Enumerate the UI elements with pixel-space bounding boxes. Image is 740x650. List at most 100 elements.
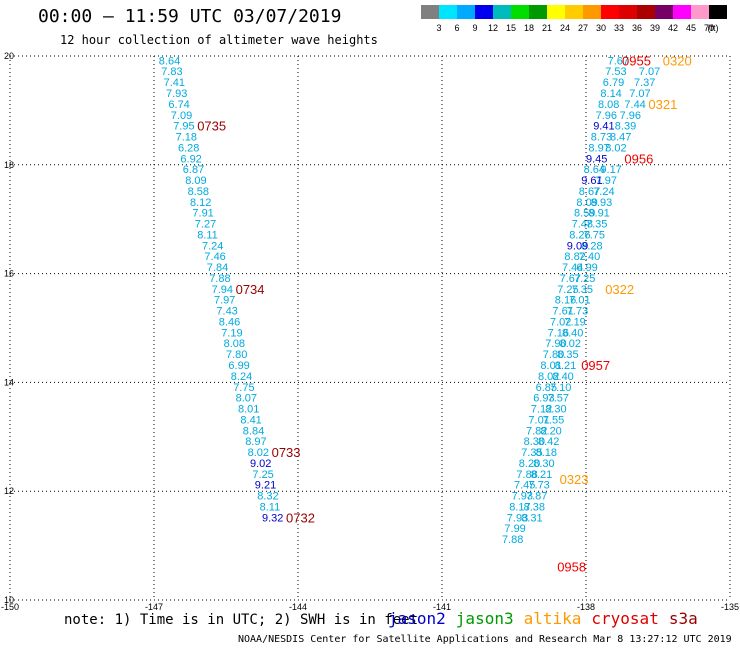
track-west-time-label: 0733 <box>272 445 301 460</box>
track-east-value-label: 8.26 <box>569 229 590 241</box>
satellite-legend-jason3: jason3 <box>455 609 514 628</box>
y-tick-label: 14 <box>4 377 14 387</box>
track-east-value-label: 7.48 <box>572 219 593 231</box>
track-altika-value-label: 7.40 <box>579 251 600 263</box>
track-west-value-label: 8.11 <box>197 229 218 241</box>
scale-tick-label: 33 <box>614 23 624 33</box>
track-east-value-label: 7.88 <box>516 469 537 481</box>
track-east-value-label: 8.82 <box>564 251 585 263</box>
track-east-value-label: 8.16 <box>555 295 576 307</box>
track-west-value-label: 9.32 <box>262 512 283 524</box>
track-east-value-label: 7.35 <box>521 447 542 459</box>
scale-swatch <box>709 5 727 19</box>
scale-swatch <box>655 5 673 19</box>
scale-tick-label: 27 <box>578 23 588 33</box>
x-tick-label: -147 <box>145 602 163 610</box>
track-altika-value-label: 8.30 <box>533 458 554 470</box>
track-altika-value-label: 7.07 <box>639 66 660 78</box>
track-west-value-label: 7.75 <box>233 382 254 394</box>
scale-tick-label: 6 <box>454 23 459 33</box>
x-tick-label: -150 <box>1 602 19 610</box>
track-altika-value-label: 8.21 <box>531 469 552 481</box>
track-east-value-label: 9.45 <box>586 153 607 165</box>
track-altika-value-label: 8.38 <box>524 501 545 513</box>
track-altika-time-label: 0321 <box>648 97 677 112</box>
scale-tick-label: 39 <box>650 23 660 33</box>
track-west-value-label: 8.41 <box>240 414 261 426</box>
scale-tick-label: 45 <box>686 23 696 33</box>
track-west-value-label: 7.43 <box>216 306 237 318</box>
track-altika-value-label: 7.55 <box>543 414 564 426</box>
track-altika-value-label: 7.07 <box>629 88 650 100</box>
track-altika-value-label: 8.39 <box>615 121 636 133</box>
track-west-value-label: 8.24 <box>231 371 252 383</box>
track-west-value-label: 7.88 <box>209 273 230 285</box>
satellite-legend-jason2: jason2 <box>388 609 446 628</box>
track-west-value-label: 6.92 <box>180 153 201 165</box>
scale-swatch <box>475 5 493 19</box>
track-east-value-label: 7.45 <box>514 480 535 492</box>
track-west-value-label: 7.24 <box>202 240 223 252</box>
y-tick-label: 10 <box>4 595 14 605</box>
page-subtitle: 12 hour collection of altimeter wave hei… <box>60 33 378 47</box>
scale-swatch <box>421 5 439 19</box>
track-altika-value-label: 7.37 <box>634 77 655 89</box>
track-altika-value-label: 7.01 <box>569 295 590 307</box>
track-altika-value-label: 8.35 <box>557 349 578 361</box>
track-east-value-label: 7.96 <box>596 110 617 122</box>
track-altika-value-label: 7.25 <box>574 273 595 285</box>
track-east-value-label: 8.73 <box>591 132 612 144</box>
track-east-value-label: 7.90 <box>545 338 566 350</box>
track-west-value-label: 8.64 <box>159 55 180 67</box>
track-east-value-label: 7.67 <box>560 273 581 285</box>
altimeter-chart: -150 -147 -144 -141 -138 -135 10 12 14 16 18 20 8.64… <box>1 51 739 610</box>
track-east-value-label: 7.01 <box>528 414 549 426</box>
track-altika-value-label: 8.31 <box>521 512 542 524</box>
track-west-value-label: 7.41 <box>164 77 185 89</box>
track-west-value-label: 9.02 <box>250 458 271 470</box>
track-altika-value-label: 8.02 <box>605 142 626 154</box>
scale-tick-label: 18 <box>524 23 534 33</box>
track-east-value-label: 7.93 <box>507 512 528 524</box>
track-west-time-label: 0734 <box>236 282 265 297</box>
track-east-value-label: 8.64 <box>584 164 605 176</box>
track-west-value-label: 7.95 <box>173 121 194 133</box>
track-east-value-label: 7.02 <box>550 316 571 328</box>
track-east-value-label: 7.93 <box>512 491 533 503</box>
track-west-value-label: 8.01 <box>238 404 259 416</box>
track-west-value-label: 7.25 <box>252 469 273 481</box>
track-altika-value-label: 8.47 <box>610 132 631 144</box>
y-tick-label: 16 <box>4 269 14 279</box>
scale-swatch <box>619 5 637 19</box>
track-west-value-label: 7.46 <box>204 251 225 263</box>
page-title: 00:00 – 11:59 UTC 03/07/2019 <box>38 6 342 27</box>
track-altika-value-label: 8.18 <box>536 447 557 459</box>
track-east-value-label: 6.93 <box>533 393 554 405</box>
scale-tick-label: 12 <box>488 23 498 33</box>
track-west-value-label: 6.99 <box>228 360 249 372</box>
track-west-value-label: 7.97 <box>214 295 235 307</box>
track-altika-value-label: 8.21 <box>555 360 576 372</box>
satellite-legend-altika: altika <box>523 609 582 628</box>
scale-swatch <box>547 5 565 19</box>
track-east-value-label: 8.20 <box>519 458 540 470</box>
satellite-legend-s3a: s3a <box>668 609 698 628</box>
track-east-value-label: 7.53 <box>605 66 626 78</box>
scale-swatch <box>457 5 475 19</box>
track-altika-value-label: 7.75 <box>584 229 605 241</box>
track-east-time-label: 0956 <box>624 151 653 166</box>
track-west-value-label: 8.08 <box>224 338 245 350</box>
scale-tick-label: 36 <box>632 23 642 33</box>
scale-tick-label: 15 <box>506 23 516 33</box>
track-west-value-label: 6.87 <box>183 164 204 176</box>
track-east-value-label: 7.80 <box>543 349 564 361</box>
track-altika-value-label: 7.87 <box>526 491 547 503</box>
track-altika-value-label: 8.30 <box>545 404 566 416</box>
track-east-value-label: 8.02 <box>538 371 559 383</box>
track-east-time-label: 0955 <box>622 53 651 68</box>
scale-tick-label: 21 <box>542 23 552 33</box>
track-altika-time-label: 0323 <box>560 472 589 487</box>
y-tick-label: 12 <box>4 486 14 496</box>
track-east-value-label: 8.09 <box>576 197 597 209</box>
track-east-value-label: 8.30 <box>524 436 545 448</box>
